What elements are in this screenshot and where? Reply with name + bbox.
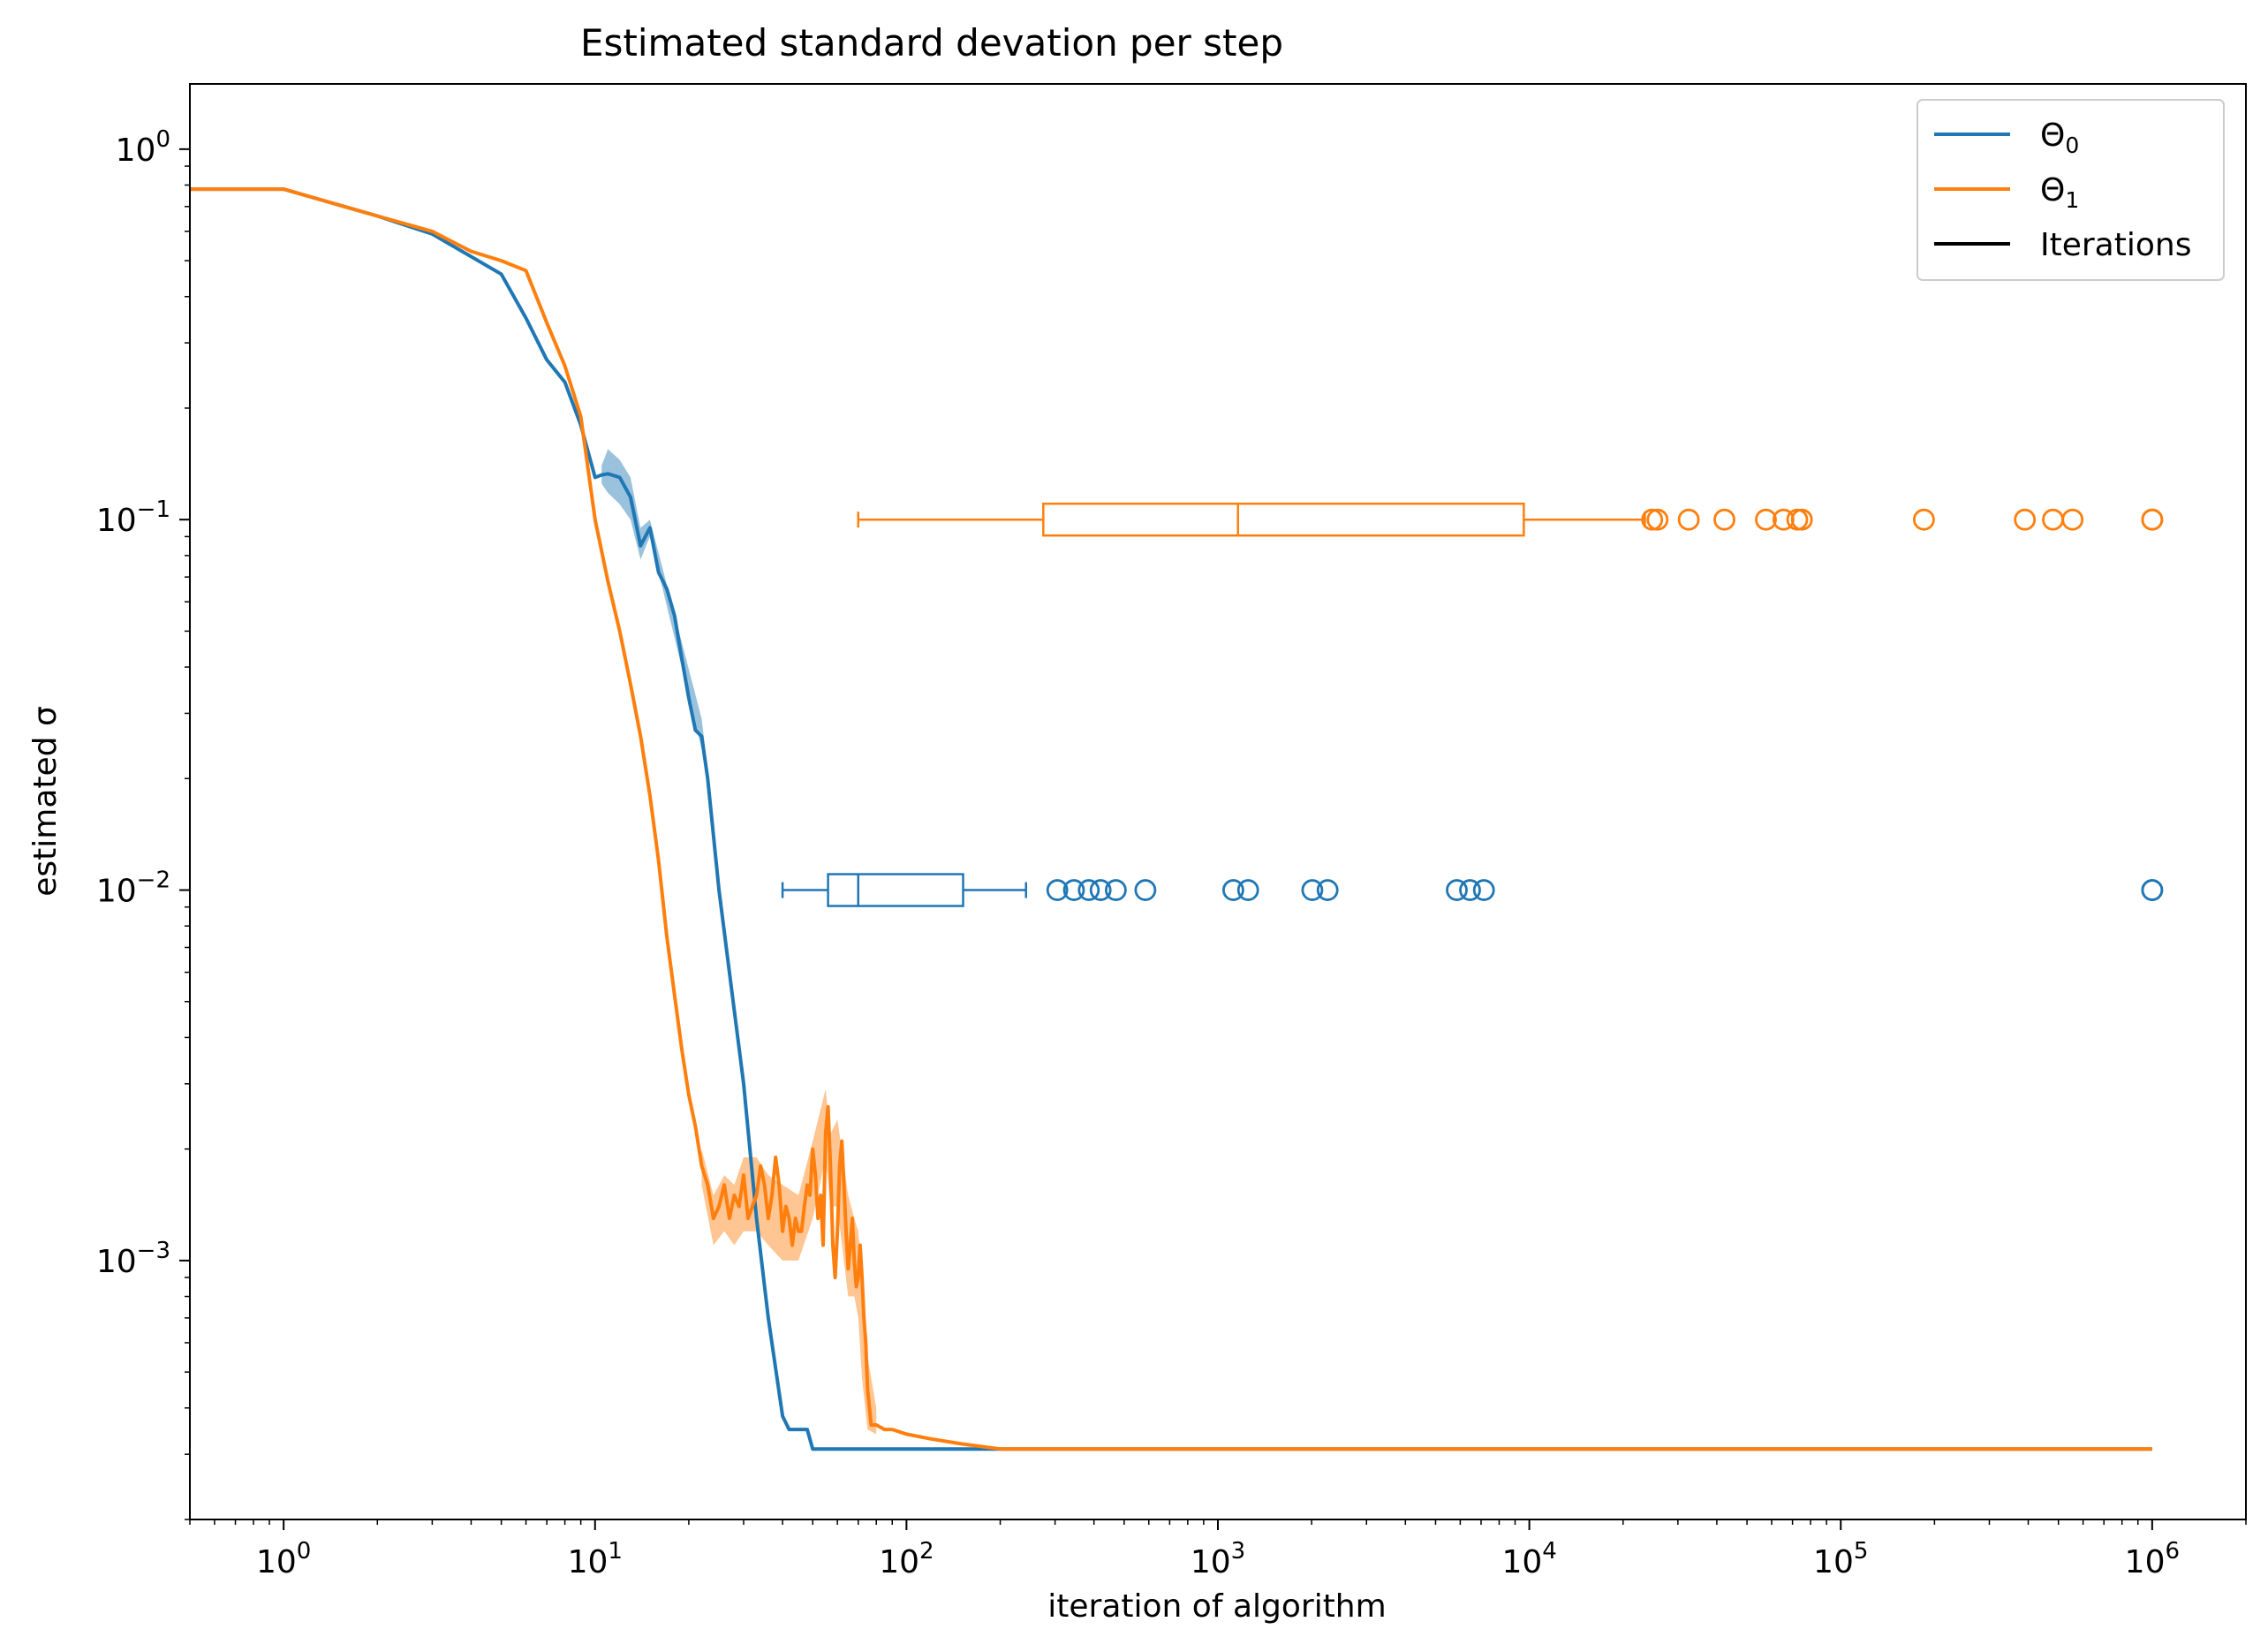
series-line-1	[190, 187, 2152, 1451]
outlier-point	[1713, 508, 1735, 531]
y-tick-label: 10−3	[96, 1238, 170, 1280]
x-tick-label: 105	[1813, 1538, 1868, 1580]
y-tick-label: 10−1	[96, 496, 170, 539]
y-axis-label: estimated σ	[27, 706, 64, 897]
chart-title: Estimated standard devation per step	[580, 21, 1283, 64]
outlier-point	[1046, 879, 1069, 901]
x-tick-label: 103	[1191, 1538, 1245, 1580]
x-tick-label: 102	[879, 1538, 934, 1580]
outlier-point	[1105, 879, 1127, 901]
boxplot-0	[781, 873, 2164, 907]
outlier-point	[2141, 508, 2164, 531]
x-tick-label: 100	[256, 1538, 311, 1580]
legend-label-1: Θ1	[2040, 172, 2079, 213]
outlier-point	[1062, 879, 1085, 901]
outlier-point	[1089, 879, 1112, 901]
outlier-point	[1134, 879, 1157, 901]
outlier-point	[1912, 508, 1935, 531]
outlier-point	[1446, 879, 1468, 901]
x-tick-label: 101	[568, 1538, 623, 1580]
series-line-0	[190, 187, 2152, 1451]
x-axis-label: iteration of algorithm	[1047, 1588, 1386, 1625]
outlier-point	[1755, 508, 1777, 531]
outlier-point	[1641, 508, 1664, 531]
boxplot-1	[857, 502, 2164, 537]
outlier-point	[1677, 508, 1700, 531]
y-axis: 100 10−1 10−2 10−3	[96, 126, 190, 1520]
outlier-point	[1459, 879, 1481, 901]
legend-label-0: Θ0	[2040, 117, 2079, 158]
outlier-point	[2014, 508, 2037, 531]
confidence-band-series-0	[601, 449, 708, 787]
outlier-point	[1077, 879, 1100, 901]
outlier-point	[1790, 508, 1813, 531]
outlier-point	[1222, 879, 1244, 901]
x-axis: 100 101 102 103 104 105 106	[189, 1519, 2247, 1580]
outlier-point	[2141, 879, 2164, 901]
legend-frame	[1916, 99, 2225, 281]
y-tick-label: 10−2	[96, 868, 170, 910]
outlier-point	[1316, 879, 1339, 901]
plot-area	[190, 187, 2164, 1451]
y-tick-label: 100	[116, 126, 170, 169]
x-tick-label: 104	[1501, 1538, 1556, 1580]
outlier-point	[1236, 879, 1259, 901]
outlier-point	[1472, 879, 1495, 901]
legend: Θ0 Θ1 Iterations	[1916, 99, 2225, 281]
outlier-point	[1646, 508, 1669, 531]
outlier-point	[1301, 879, 1324, 901]
legend-label-2: Iterations	[2040, 227, 2191, 263]
outlier-point	[2061, 508, 2084, 531]
x-tick-label: 106	[2125, 1538, 2180, 1580]
